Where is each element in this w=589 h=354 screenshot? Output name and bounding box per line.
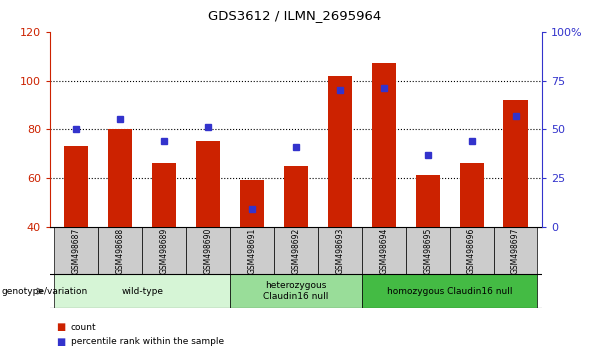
Bar [362, 227, 406, 274]
Bar [328, 76, 352, 227]
Bar [494, 227, 538, 274]
Text: GSM498694: GSM498694 [379, 227, 388, 274]
Text: GSM498692: GSM498692 [292, 227, 300, 274]
Bar [143, 227, 186, 274]
Text: percentile rank within the sample: percentile rank within the sample [71, 337, 224, 346]
Text: GSM498696: GSM498696 [467, 227, 476, 274]
Text: homozygous Claudin16 null: homozygous Claudin16 null [387, 287, 512, 296]
Text: wild-type: wild-type [121, 287, 163, 296]
Text: genotype/variation: genotype/variation [1, 287, 87, 296]
Bar [196, 141, 220, 227]
Text: heterozygous
Claudin16 null: heterozygous Claudin16 null [263, 281, 329, 301]
Bar [240, 180, 264, 227]
Text: GSM498693: GSM498693 [335, 227, 345, 274]
Bar [416, 176, 440, 227]
Bar [459, 163, 484, 227]
Text: GSM498697: GSM498697 [511, 227, 520, 274]
Text: ■: ■ [56, 322, 65, 332]
Bar [362, 274, 538, 308]
Text: GSM498688: GSM498688 [116, 227, 125, 274]
Text: GDS3612 / ILMN_2695964: GDS3612 / ILMN_2695964 [208, 9, 381, 22]
Bar [230, 274, 362, 308]
Text: GSM498695: GSM498695 [423, 227, 432, 274]
Text: GSM498691: GSM498691 [247, 227, 257, 274]
Bar [372, 63, 396, 227]
Bar [98, 227, 143, 274]
Bar [274, 227, 318, 274]
Bar [152, 163, 176, 227]
Text: GSM498690: GSM498690 [204, 227, 213, 274]
Bar [108, 129, 133, 227]
Bar [318, 227, 362, 274]
Text: ■: ■ [56, 337, 65, 347]
Bar [449, 227, 494, 274]
Bar [504, 100, 528, 227]
Text: GSM498689: GSM498689 [160, 227, 168, 274]
Bar [284, 166, 308, 227]
Bar [54, 274, 230, 308]
Bar [230, 227, 274, 274]
Bar [186, 227, 230, 274]
Bar [406, 227, 449, 274]
Bar [54, 227, 98, 274]
Text: GSM498687: GSM498687 [72, 227, 81, 274]
Bar [64, 146, 88, 227]
Text: count: count [71, 323, 97, 332]
